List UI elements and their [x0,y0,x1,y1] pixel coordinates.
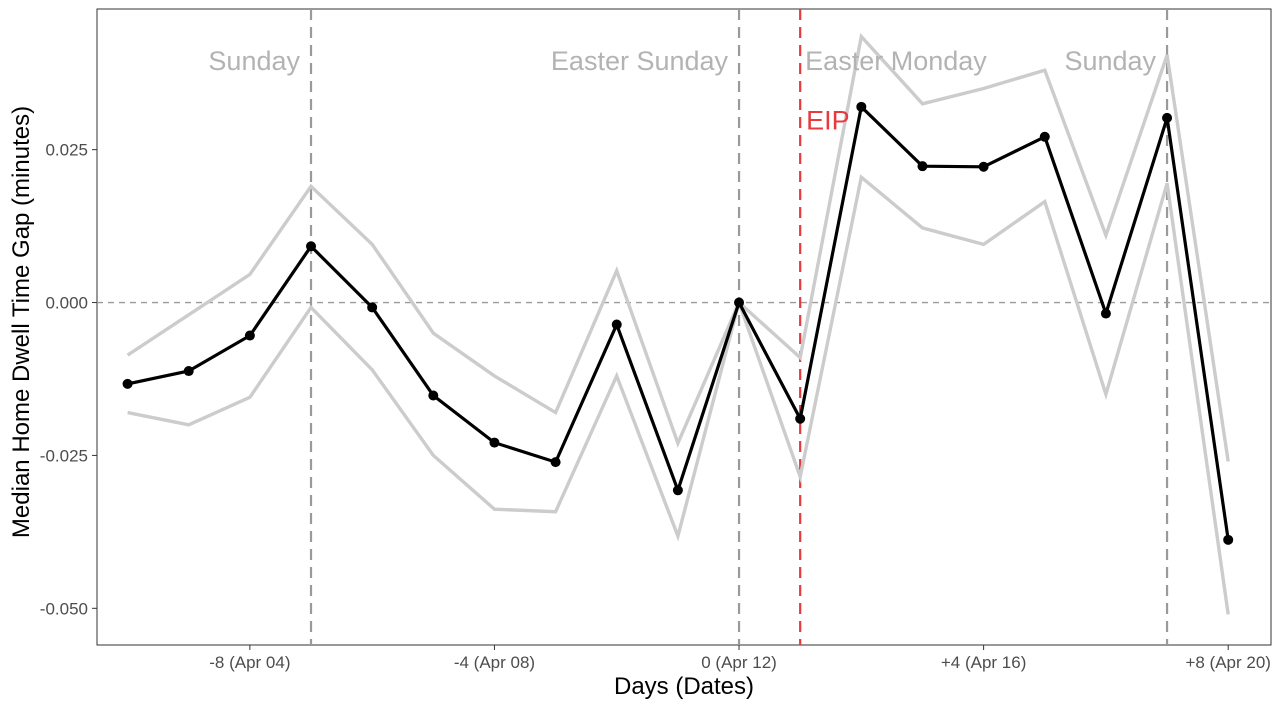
x-tick-label: +8 (Apr 20) [1185,653,1271,672]
event-label: Easter Sunday [551,46,729,76]
event-label: Easter Monday [805,46,987,76]
y-tick-label: 0.000 [45,294,88,313]
upper-bound-series-line [126,32,1230,462]
data-point [1039,131,1050,142]
x-tick-label: -4 (Apr 08) [454,653,535,672]
data-point [244,330,255,341]
x-tick-label: 0 (Apr 12) [701,653,777,672]
y-tick-label: 0.025 [45,141,88,160]
data-point [428,390,439,401]
lower-bound-series-line [127,174,1230,615]
data-point [306,241,317,252]
data-point [978,161,989,172]
data-point [917,161,928,172]
data-point [734,297,745,308]
x-axis-title: Days (Dates) [614,673,754,700]
data-point [489,437,500,448]
data-point [550,457,561,468]
x-tick-label: -8 (Apr 04) [209,653,290,672]
y-tick-label: -0.050 [40,599,88,618]
data-point [183,366,194,377]
data-point [856,101,867,112]
y-tick-label: -0.025 [40,446,88,465]
data-point [122,378,133,389]
y-axis-title: Median Home Dwell Time Gap (minutes) [8,106,35,538]
data-point [1100,308,1111,319]
eip-annotation: EIP [806,105,850,135]
plot-panel [96,8,1272,646]
event-label: Sunday [208,46,300,76]
data-point [367,302,378,313]
data-point [611,319,622,330]
data-point [1162,112,1173,123]
x-tick-label: +4 (Apr 16) [941,653,1027,672]
data-point [795,413,806,424]
data-point [672,485,683,496]
data-point [1223,534,1234,545]
event-label: Sunday [1064,46,1156,76]
